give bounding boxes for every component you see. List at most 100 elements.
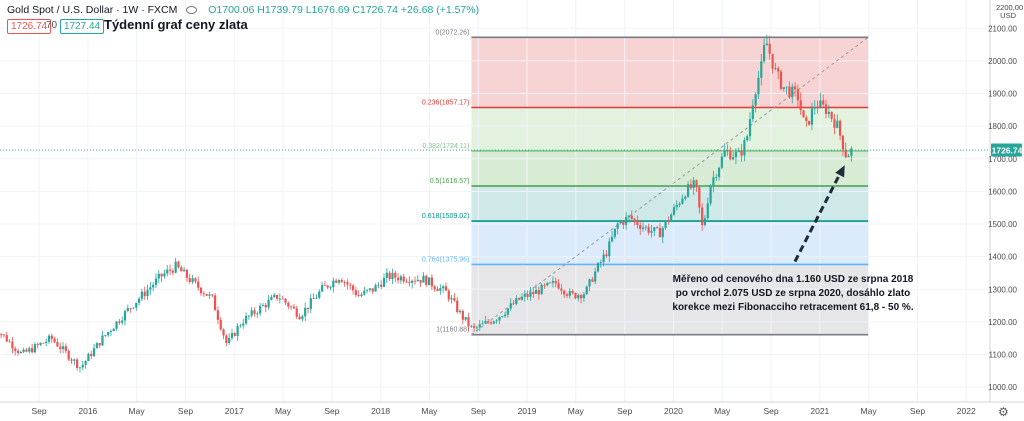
candle-body <box>281 298 284 300</box>
fib-zone <box>471 264 869 335</box>
candle-body <box>532 291 535 294</box>
candle-body <box>357 295 360 297</box>
candle-body <box>639 225 642 229</box>
price-tick-label: 1500.00 <box>988 220 1017 229</box>
candle-body <box>50 335 53 339</box>
candle-body <box>197 281 200 288</box>
candle-body <box>656 227 659 229</box>
candle-body <box>301 316 304 320</box>
candle-body <box>450 298 453 300</box>
candle-body <box>509 303 512 309</box>
candle-body <box>667 220 670 222</box>
candle-body <box>45 341 48 343</box>
candle-body <box>366 289 369 291</box>
ask-price[interactable]: 1727.44 <box>60 19 105 34</box>
candle-body <box>118 321 121 323</box>
candle-body <box>202 293 205 295</box>
candle-body <box>377 284 380 286</box>
candle-body <box>335 280 338 283</box>
candle-body <box>394 272 397 278</box>
candle-body <box>425 275 428 286</box>
trend-line <box>471 36 869 336</box>
bid-price[interactable]: 1726.74 <box>7 19 52 34</box>
candle-body <box>819 100 822 108</box>
candle-body <box>211 294 214 296</box>
candle-body <box>340 280 343 283</box>
candle-body <box>433 286 436 290</box>
candle-body <box>684 196 687 199</box>
candle-body <box>534 289 538 294</box>
candle-body <box>143 291 146 297</box>
last-price-label: 1726.74 <box>992 145 1023 155</box>
eye-icon[interactable] <box>186 6 198 15</box>
candle-body <box>354 290 357 296</box>
candle-body <box>613 228 616 237</box>
candle-body <box>557 283 560 289</box>
candle-body <box>326 285 329 288</box>
symbol-name[interactable]: Gold Spot / U.S. Dollar · 1W · FXCM <box>7 4 178 16</box>
chart-title: Týdenní graf ceny zlata <box>104 17 248 32</box>
candle-body <box>537 289 540 295</box>
candle-body <box>287 302 290 307</box>
candle-body <box>391 272 394 279</box>
candle-body <box>473 325 476 328</box>
candle-body <box>568 291 571 296</box>
candle-body <box>808 120 811 125</box>
candle-body <box>644 226 647 228</box>
candle-body <box>360 294 363 297</box>
candle-body <box>59 346 62 350</box>
candle-body <box>171 270 174 273</box>
candle-body <box>92 348 96 356</box>
candle-body <box>304 307 307 317</box>
candle-body <box>487 321 490 323</box>
candle-body <box>267 299 270 308</box>
candle-body <box>664 220 667 228</box>
candle-body <box>608 241 611 257</box>
candle-body <box>315 297 318 299</box>
candle-body <box>467 317 470 327</box>
currency-code: USD <box>1000 11 1016 20</box>
candle-body <box>213 295 217 311</box>
time-tick-label: 2019 <box>518 406 537 416</box>
price-tick-label: 1200.00 <box>988 318 1017 327</box>
candle-body <box>261 305 265 306</box>
candle-body <box>641 227 645 229</box>
candle-body <box>805 117 808 121</box>
candle-body <box>264 305 267 308</box>
candle-body <box>107 332 110 336</box>
gear-icon[interactable]: ⚙ <box>998 405 1009 419</box>
currency-label[interactable]: 2200,00 USD <box>996 4 1023 20</box>
candle-body <box>191 278 194 283</box>
candle-body <box>275 294 279 299</box>
candle-body <box>774 68 777 70</box>
time-tick-label: 2022 <box>957 406 976 416</box>
candle-body <box>320 285 324 292</box>
candle-body <box>78 367 82 369</box>
candle-body <box>489 322 493 324</box>
candle-body <box>329 287 332 288</box>
candle-body <box>363 290 366 295</box>
candle-body <box>551 280 555 283</box>
candle-body <box>501 316 504 318</box>
candle-body <box>199 287 203 294</box>
candle-body <box>346 282 349 285</box>
candle-body <box>11 341 14 349</box>
candle-body <box>681 198 684 204</box>
candle-body <box>61 346 65 350</box>
candle-body <box>413 280 417 282</box>
candle-body <box>121 320 124 323</box>
candle-body <box>695 180 698 188</box>
time-tick-label: May <box>714 406 731 416</box>
candle-body <box>228 338 231 344</box>
candle-body <box>458 310 462 313</box>
candle-body <box>295 308 298 317</box>
candle-body <box>244 316 248 324</box>
candle-body <box>833 118 836 128</box>
candle-body <box>661 227 664 238</box>
candle-body <box>332 280 335 288</box>
candle-body <box>149 287 152 290</box>
candle-body <box>824 104 828 114</box>
candle-body <box>247 315 250 317</box>
candle-body <box>309 298 312 309</box>
